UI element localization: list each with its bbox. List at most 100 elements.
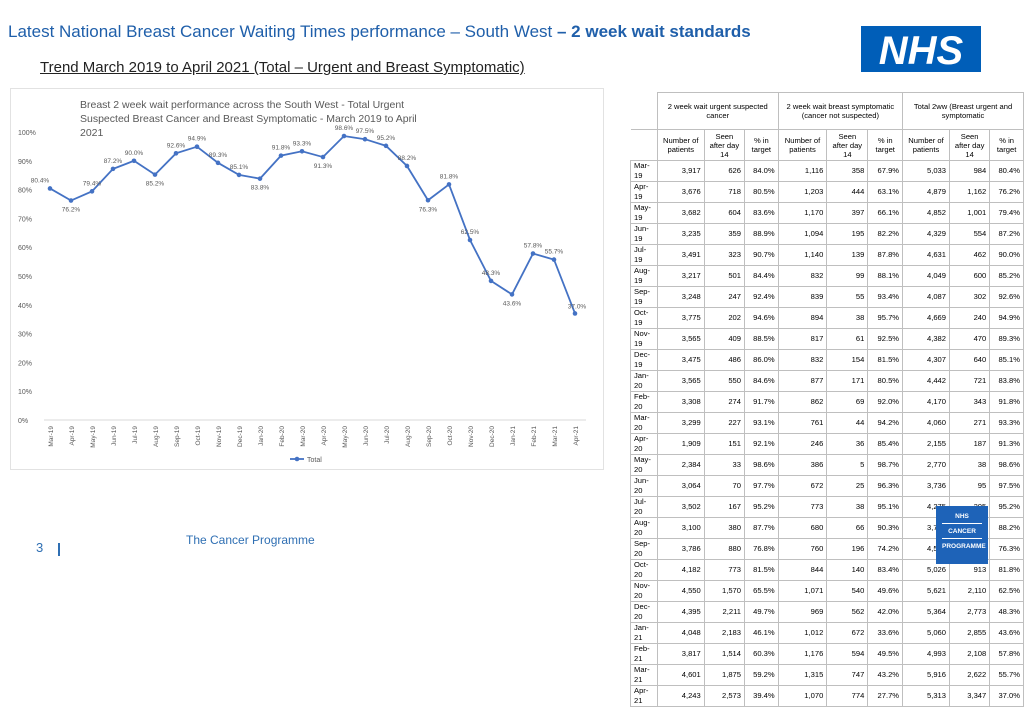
table-cell: 397 [826, 202, 869, 224]
table-cell: 462 [948, 244, 991, 266]
table-cell: 1,012 [777, 622, 828, 644]
table-row: Apr-19 3,676 718 80.5% 1,203 444 63.1% 4,879 1,1… [630, 181, 1024, 203]
cancer-logo-line: NHS [942, 512, 982, 524]
table-cell: 984 [948, 160, 991, 182]
table-cell: 57.8% [989, 643, 1024, 665]
table-cell: 91.7% [744, 391, 779, 413]
cancer-logo-line: CANCER [942, 527, 982, 539]
table-cell: 94.6% [744, 307, 779, 329]
table-cell: 550 [703, 370, 746, 392]
x-tick-label: Sep-19 [174, 426, 181, 447]
data-point [299, 148, 305, 154]
table-cell: 409 [703, 328, 746, 350]
data-label: 97.5% [356, 128, 375, 135]
table-row-month: Mar-19 [630, 160, 658, 182]
table-cell: 832 [777, 265, 828, 287]
data-label: 93.3% [293, 140, 312, 147]
table-cell: 380 [703, 517, 746, 539]
table-cell: 84.4% [744, 265, 779, 287]
table-cell: 84.6% [744, 370, 779, 392]
nhs-logo: NHS [861, 26, 981, 72]
table-cell: 4,993 [902, 643, 950, 665]
table-row: Mar-19 3,917 626 84.0% 1,116 358 67.9% 5,033 984… [630, 160, 1024, 182]
table-cell: 1,001 [948, 202, 991, 224]
table-cell: 3,502 [656, 496, 705, 518]
table-cell: 4,669 [902, 307, 950, 329]
page-title: Latest National Breast Cancer Waiting Ti… [8, 22, 751, 42]
table-cell: 92.4% [744, 286, 779, 308]
table-cell: 2,183 [703, 622, 746, 644]
table-cell: 4,329 [902, 223, 950, 245]
table-cell: 271 [948, 412, 991, 434]
table-cell: 1,514 [703, 643, 746, 665]
table-cell: 721 [948, 370, 991, 392]
data-label: 91.8% [272, 145, 291, 152]
table-row-month: Sep-20 [630, 538, 658, 560]
table-cell: 62.5% [989, 580, 1024, 602]
table-sub-header: Seen after day 14 [703, 129, 746, 161]
table-row-month: Aug-20 [630, 517, 658, 539]
table-row-month: Nov-19 [630, 328, 658, 350]
table-cell: 747 [826, 664, 869, 686]
table-cell: 4,182 [656, 559, 705, 581]
x-tick-label: Apr-21 [573, 426, 580, 446]
table-cell: 66 [826, 517, 869, 539]
table-cell: 167 [703, 496, 746, 518]
table-cell: 59.2% [744, 664, 779, 686]
table-sub-header-row: Number of patients Seen after day 14 % i… [630, 129, 1024, 161]
table-cell: 202 [703, 307, 746, 329]
table-cell: 3,917 [656, 160, 705, 182]
data-point [341, 133, 347, 139]
data-label: 88.2% [398, 155, 417, 162]
data-point [47, 186, 53, 191]
table-cell: 27.7% [867, 685, 904, 707]
table-row-month: Feb-21 [630, 643, 658, 665]
data-table: 2 week wait urgent suspected cancer 2 we… [630, 92, 1024, 707]
y-tick-label: 60% [18, 245, 32, 252]
table-cell: 600 [948, 265, 991, 287]
x-tick-label: Jun-19 [111, 426, 118, 446]
table-cell: 98.7% [867, 454, 904, 476]
table-cell: 3,491 [656, 244, 705, 266]
table-cell: 76.2% [989, 181, 1024, 203]
table-cell: 80.5% [744, 181, 779, 203]
data-label: 85.2% [146, 181, 165, 188]
table-cell: 25 [826, 475, 869, 497]
table-corner-cell [630, 129, 658, 161]
table-cell: 66.1% [867, 202, 904, 224]
data-label: 37.0% [568, 303, 587, 310]
table-cell: 817 [777, 328, 828, 350]
table-cell: 95 [948, 475, 991, 497]
x-tick-label: Mar-19 [48, 426, 55, 447]
table-cell: 3,565 [656, 328, 705, 350]
table-cell: 5 [826, 454, 869, 476]
table-cell: 2,773 [948, 601, 991, 623]
table-cell: 95.2% [989, 496, 1024, 518]
table-cell: 343 [948, 391, 991, 413]
table-row: Jan-20 3,565 550 84.6% 877 171 80.5% 4,442 721 83… [630, 370, 1024, 392]
table-sub-header: Seen after day 14 [826, 129, 869, 161]
table-row-month: Jul-20 [630, 496, 658, 518]
table-cell: 91.8% [989, 391, 1024, 413]
table-cell: 4,049 [902, 265, 950, 287]
table-cell: 33 [703, 454, 746, 476]
table-cell: 1,162 [948, 181, 991, 203]
table-cell: 49.5% [867, 643, 904, 665]
table-cell: 2,155 [902, 433, 950, 455]
table-cell: 83.4% [867, 559, 904, 581]
table-cell: 672 [777, 475, 828, 497]
table-cell: 38 [826, 307, 869, 329]
table-cell: 3,217 [656, 265, 705, 287]
table-cell: 171 [826, 370, 869, 392]
table-cell: 92.1% [744, 433, 779, 455]
x-tick-label: Dec-20 [489, 426, 496, 447]
data-label: 91.3% [314, 163, 333, 170]
table-cell: 3,565 [656, 370, 705, 392]
table-cell: 85.1% [989, 349, 1024, 371]
table-group-header: Total 2ww (Breast urgent and symptomatic [902, 92, 1024, 130]
table-cell: 2,110 [948, 580, 991, 602]
series-line-total [49, 135, 576, 314]
table-cell: 672 [826, 622, 869, 644]
table-row-month: May-19 [630, 202, 658, 224]
data-label: 81.8% [440, 173, 459, 180]
